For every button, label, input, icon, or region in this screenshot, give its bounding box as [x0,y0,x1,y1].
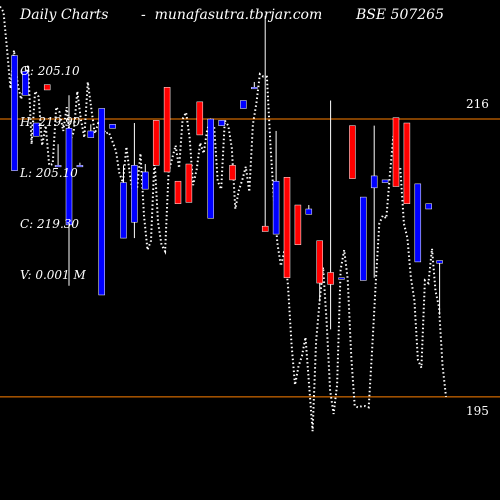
candle-body-25 [283,176,291,279]
candle-body-13 [152,120,160,166]
level-lines [0,118,500,398]
candle-10 [120,165,127,239]
candle-body-22 [251,87,258,90]
candle-4 [54,144,62,168]
candle-31 [349,125,356,179]
candle-body-33 [370,175,378,189]
candle-30 [338,277,345,280]
candle-1 [22,66,29,96]
volume-value: V: 0.001 M [20,268,86,282]
candle-body-23 [261,225,269,232]
candle-body-4 [54,165,62,168]
candle-body-12 [142,171,149,190]
candle-29 [327,100,334,330]
candle-body-0 [11,55,18,171]
candle-20 [229,165,236,181]
candle-body-37 [414,183,422,263]
candle-body-30 [338,277,345,280]
candle-38 [425,203,432,210]
candle-5 [65,95,73,286]
ohlc-panel: O: 205.10 H: 219.90 L: 205.10 C: 219.30 … [20,29,86,318]
upper-level-label: 216 [466,97,489,111]
candle-3 [43,84,51,91]
candle-body-15 [174,180,182,204]
candle-body-10 [120,182,127,239]
low-value: L: 205.10 [20,166,78,180]
close-value: C: 219.30 [20,217,80,231]
candle-8 [98,108,105,296]
candle-15 [174,180,182,204]
candle-body-14 [163,87,171,173]
source-site: - munafasutra.tbrjar.com [141,7,323,23]
candle-body-9 [109,124,116,129]
candle-body-27 [305,208,313,215]
candle-body-34 [381,179,389,183]
candle-28 [316,240,323,302]
price-line [0,6,447,432]
candle-body-7 [87,130,95,138]
candle-37 [414,183,422,263]
candle-18 [207,118,214,219]
candle-16 [185,163,193,203]
candle-body-8 [98,108,105,296]
candle-0 [11,55,18,171]
candle-body-36 [403,122,411,204]
candle-body-20 [229,165,236,181]
candle-25 [283,176,291,279]
candle-body-1 [22,71,29,96]
candle-body-32 [360,196,367,281]
open-value: O: 205.10 [20,64,80,78]
symbol-label: BSE 507265 [356,7,444,23]
candle-body-38 [425,203,432,210]
candle-body-6 [76,165,84,168]
candle-2 [33,122,40,137]
candle-7 [87,124,95,138]
candle-33 [370,125,378,278]
candle-34 [381,179,389,183]
candle-39 [436,260,443,315]
candle-body-16 [185,163,193,203]
candle-22 [251,82,258,90]
candle-body-29 [327,272,334,285]
candle-body-19 [218,120,225,126]
candle-13 [152,120,160,166]
candle-19 [218,120,225,126]
candle-body-11 [131,165,138,223]
candle-9 [109,124,116,129]
candle-body-21 [240,100,247,109]
candle-23 [261,15,269,232]
candle-6 [76,162,84,168]
candle-body-3 [43,84,51,91]
candle-21 [240,100,247,109]
candle-body-31 [349,125,356,179]
candle-17 [196,101,204,136]
chart-title: Daily Charts [20,7,109,23]
candles-layer [11,15,443,330]
lower-level-label: 195 [466,404,489,418]
candle-body-26 [294,204,302,245]
price-line-layer [0,6,447,432]
candle-35 [392,117,400,187]
candle-12 [142,164,149,190]
candle-body-2 [33,122,40,137]
candle-27 [305,205,313,215]
candle-body-35 [392,117,400,187]
candle-body-18 [207,118,214,219]
candle-body-5 [65,128,73,226]
candle-14 [163,87,171,173]
candle-24 [272,130,280,235]
candle-26 [294,204,302,245]
high-value: H: 219.90 [20,115,81,129]
candle-body-24 [272,180,280,235]
candle-11 [131,123,138,239]
candle-body-39 [436,260,443,264]
candle-36 [403,122,411,204]
candle-body-28 [316,240,323,284]
candle-32 [360,196,367,281]
candle-body-17 [196,101,204,136]
